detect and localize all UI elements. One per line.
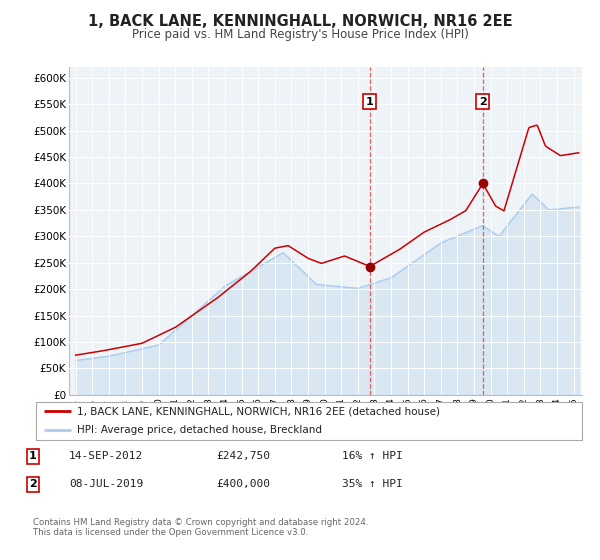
Text: 14-SEP-2012: 14-SEP-2012 xyxy=(69,451,143,461)
Text: HPI: Average price, detached house, Breckland: HPI: Average price, detached house, Brec… xyxy=(77,425,322,435)
Text: Price paid vs. HM Land Registry's House Price Index (HPI): Price paid vs. HM Land Registry's House … xyxy=(131,28,469,41)
Text: 35% ↑ HPI: 35% ↑ HPI xyxy=(342,479,403,489)
Text: 1: 1 xyxy=(366,96,374,106)
FancyBboxPatch shape xyxy=(36,402,582,440)
Text: 08-JUL-2019: 08-JUL-2019 xyxy=(69,479,143,489)
Text: 1, BACK LANE, KENNINGHALL, NORWICH, NR16 2EE (detached house): 1, BACK LANE, KENNINGHALL, NORWICH, NR16… xyxy=(77,406,440,416)
Text: 2: 2 xyxy=(479,96,487,106)
Text: 2: 2 xyxy=(29,479,37,489)
Text: £242,750: £242,750 xyxy=(216,451,270,461)
Text: Contains HM Land Registry data © Crown copyright and database right 2024.
This d: Contains HM Land Registry data © Crown c… xyxy=(33,518,368,538)
Text: 1, BACK LANE, KENNINGHALL, NORWICH, NR16 2EE: 1, BACK LANE, KENNINGHALL, NORWICH, NR16… xyxy=(88,14,512,29)
Text: 1: 1 xyxy=(29,451,37,461)
Text: 16% ↑ HPI: 16% ↑ HPI xyxy=(342,451,403,461)
Text: £400,000: £400,000 xyxy=(216,479,270,489)
